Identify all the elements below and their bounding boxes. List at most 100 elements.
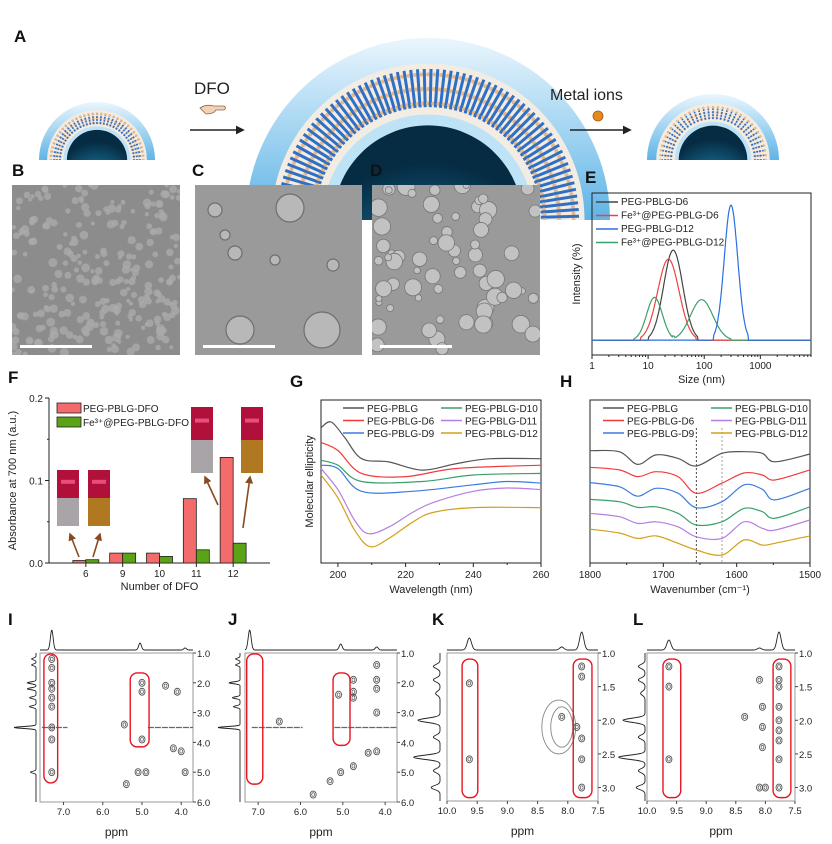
micelle — [130, 208, 136, 214]
helix-rod — [123, 128, 131, 137]
series-line-PEG-PBLG-D10 — [589, 498, 811, 527]
lipid-bead — [559, 160, 564, 165]
y-tick-label: 3.0 — [799, 784, 812, 795]
lipid-bead — [743, 116, 747, 120]
lipid-bead — [535, 122, 540, 127]
helix-rod — [689, 113, 696, 124]
helix-rod — [292, 150, 329, 171]
cross-peak — [373, 747, 381, 756]
lipid-bead — [304, 137, 309, 142]
x-tick-label: 9.0 — [700, 806, 713, 817]
series-line-PEG-PBLG-D11 — [320, 468, 542, 535]
cross-peak — [775, 682, 783, 691]
x-tick-label: 6 — [83, 569, 89, 580]
micelle — [75, 335, 84, 344]
y-tick-label: 1.0 — [602, 649, 615, 660]
helix-rod — [535, 174, 574, 189]
micelle — [104, 335, 114, 345]
vial-photo-highlight — [61, 479, 75, 484]
arrow-indicator — [68, 532, 80, 558]
vesicle-particle — [527, 292, 539, 304]
lipid-bead — [550, 143, 555, 148]
lipid-bead — [570, 198, 575, 203]
lipid-bead — [56, 134, 59, 137]
legend-label: PEG-PBLG-D12 — [621, 224, 694, 235]
panel-label-h: H — [560, 372, 572, 391]
lipid-bead — [61, 127, 65, 131]
cross-peak — [578, 755, 586, 764]
legend-label: PEG-PBLG — [367, 404, 418, 415]
cross-peak — [169, 744, 177, 753]
tem-image — [372, 185, 540, 355]
panel-label-b: B — [12, 161, 24, 180]
lipid-bead — [569, 192, 574, 197]
lipid-bead — [721, 106, 725, 110]
micelle — [50, 219, 58, 227]
micelle — [154, 320, 160, 326]
micelle — [131, 268, 139, 277]
cross-peak — [162, 681, 169, 690]
helix-rod — [131, 146, 141, 151]
cross-peak — [373, 684, 381, 693]
helix-rod — [750, 140, 762, 146]
cross-peak-inner — [50, 665, 54, 671]
cross-peak — [48, 768, 56, 777]
micelle — [16, 312, 23, 319]
cross-peak-inner — [777, 704, 781, 709]
micelle — [34, 190, 42, 198]
y-tick-label: 2.5 — [799, 750, 812, 761]
lipid-bead — [489, 86, 494, 91]
helix-rod — [541, 222, 579, 223]
micelle — [93, 321, 100, 328]
cross-peak — [758, 702, 766, 711]
helix-rod — [671, 128, 681, 136]
micelle — [77, 260, 83, 266]
lipid-bead — [75, 117, 78, 120]
cross-peak-inner — [760, 704, 765, 709]
micelle — [148, 189, 154, 195]
helix-rod — [329, 103, 357, 135]
micelle — [99, 314, 105, 320]
charts: 1 10 100 1000 Size (nm) Intensity (%) PEG-PBLG… — [7, 192, 822, 839]
chart-e: 1 10 100 1000 Size (nm) Intensity (%) PEG-PBLG… — [571, 192, 812, 386]
helix-rod — [76, 119, 82, 129]
cross-peak-inner — [50, 695, 54, 700]
helix-rod — [538, 187, 577, 199]
micelle — [83, 329, 90, 337]
arrow-indicator — [204, 475, 219, 506]
legend-label: PEG-PBLG-D11 — [465, 417, 537, 428]
micelle — [59, 348, 69, 355]
helix-rod — [677, 121, 687, 131]
lipid-bead — [400, 74, 405, 79]
cross-peak — [48, 702, 56, 711]
cross-peak — [775, 662, 783, 671]
micelle — [153, 315, 162, 324]
cross-peak — [122, 780, 130, 789]
micelle — [12, 336, 20, 344]
lipid-bead — [764, 153, 767, 157]
micelle — [169, 345, 174, 350]
cross-peak-inner — [777, 738, 781, 743]
lipid-bead — [439, 72, 444, 77]
helix-rod — [486, 91, 510, 126]
helix-rod — [310, 122, 343, 150]
helix-rod — [510, 116, 541, 145]
vesicle-particle — [372, 337, 385, 353]
vesicle-particle — [372, 318, 387, 336]
micelle — [48, 258, 58, 268]
micelle — [162, 336, 170, 344]
y-tick-label: 5.0 — [401, 768, 414, 779]
x-tick-label: 10.0 — [638, 806, 657, 817]
plot-frame — [320, 399, 542, 564]
helix-rod — [128, 139, 138, 145]
micelle — [15, 197, 24, 205]
side-projection-spectrum — [413, 653, 441, 801]
micelle — [144, 281, 153, 290]
micelle — [12, 343, 18, 351]
cross-peak — [373, 675, 381, 684]
helix-rod — [482, 87, 504, 123]
lipid-bead — [683, 113, 687, 117]
helix-rod — [674, 124, 684, 134]
cross-peak — [665, 755, 673, 764]
x-tick-label: 7.0 — [57, 807, 70, 818]
